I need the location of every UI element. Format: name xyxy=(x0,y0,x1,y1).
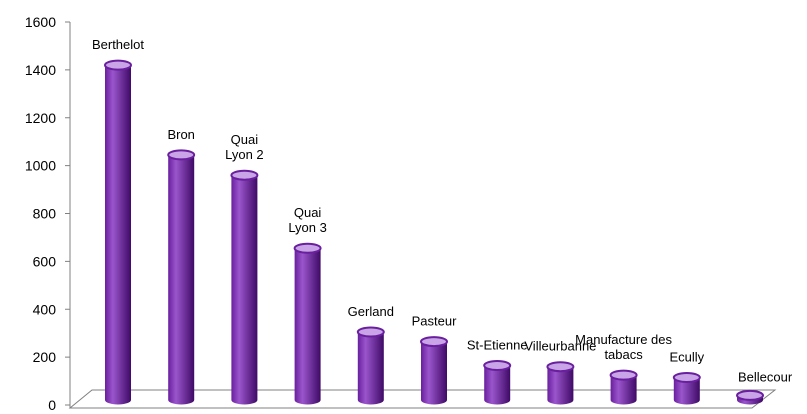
data-label: Manufacture des tabacs xyxy=(575,332,672,362)
y-tick-label: 600 xyxy=(33,253,57,269)
bar-top xyxy=(104,59,132,71)
bar-top xyxy=(672,371,701,383)
axes xyxy=(68,22,777,409)
data-label: Bellecour xyxy=(738,369,793,384)
y-tick-label: 200 xyxy=(33,349,57,365)
data-label: St-Etienne xyxy=(467,338,528,353)
y-tick-label: 1000 xyxy=(25,158,56,174)
bar-body xyxy=(610,375,637,405)
bar-top xyxy=(609,369,638,381)
bar-body xyxy=(484,365,511,405)
bar xyxy=(736,389,764,405)
bar xyxy=(672,371,701,405)
y-tick-label: 1400 xyxy=(25,62,56,78)
bar xyxy=(356,326,385,405)
bar-top xyxy=(293,242,322,254)
data-label: Gerland xyxy=(348,304,394,319)
data-label: Quai Lyon 3 xyxy=(288,205,327,235)
y-tick-label: 1200 xyxy=(25,110,56,126)
bar-body xyxy=(421,341,447,405)
data-label: Bron xyxy=(167,127,194,142)
bar-body xyxy=(105,65,131,405)
floor-plane xyxy=(68,389,777,409)
bar-top xyxy=(736,389,764,401)
y-axis-ticks: 0 200 400 600 800 1000 1200 1400 1600 xyxy=(25,14,70,413)
y-tick-label: 0 xyxy=(48,397,56,413)
data-labels: Berthelot Bron Quai Lyon 2 Quai Lyon 3 Gerland… xyxy=(92,37,793,384)
bar xyxy=(546,361,575,405)
bar-body xyxy=(673,377,700,405)
bar-body xyxy=(168,154,195,405)
bar xyxy=(167,149,196,405)
data-label: Villeurbanne xyxy=(524,339,596,354)
bar-top xyxy=(420,336,448,348)
bars xyxy=(104,59,764,405)
y-tick-label: 1600 xyxy=(25,14,56,30)
data-label: Quai Lyon 2 xyxy=(225,132,264,162)
bar-body xyxy=(231,175,258,405)
y-tick-label: 800 xyxy=(33,206,57,222)
y-tick-label: 400 xyxy=(33,301,57,317)
bar-top xyxy=(167,149,196,161)
bar xyxy=(420,336,448,405)
bar-top xyxy=(483,360,512,372)
bar-top xyxy=(546,361,575,373)
bar-body xyxy=(357,331,384,405)
data-label: Ecully xyxy=(669,349,704,364)
data-label: Pasteur xyxy=(412,314,457,329)
bar xyxy=(104,59,132,405)
bar xyxy=(230,169,259,405)
bar xyxy=(293,242,322,405)
bar xyxy=(483,360,512,405)
bar xyxy=(609,369,638,405)
bar-body xyxy=(547,366,574,405)
bar-top xyxy=(230,169,259,181)
bar-top xyxy=(356,326,385,338)
data-label: Berthelot xyxy=(92,37,144,52)
bar-body xyxy=(294,248,321,405)
